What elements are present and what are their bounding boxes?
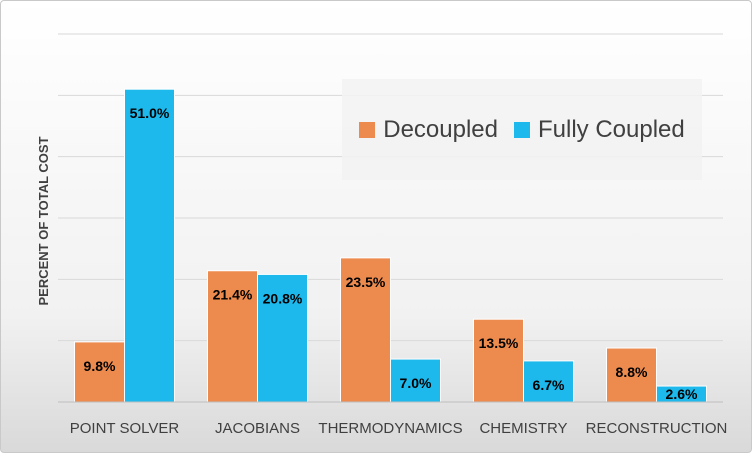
x-tick-label: CHEMISTRY — [479, 420, 567, 437]
x-tick-label: POINT SOLVER — [70, 420, 180, 437]
legend-swatch — [514, 121, 530, 138]
data-label: 2.6% — [666, 386, 698, 402]
legend-label: Fully Coupled — [538, 115, 685, 143]
x-axis: POINT SOLVER JACOBIANS THERMODYNAMICS CHEMI… — [58, 401, 728, 437]
data-label: 6.7% — [533, 377, 565, 393]
data-label: 7.0% — [400, 375, 432, 391]
y-axis-title: PERCENT OF TOTAL COST — [36, 136, 51, 305]
data-label: 8.8% — [616, 364, 648, 380]
bar-fully-coupled — [390, 358, 441, 403]
data-labels: 9.8% 51.0% 21.4% 20.8% 23.5% 7.0% 13.5% 6.7% 8.8… — [84, 105, 698, 402]
legend-item: Decoupled — [359, 116, 498, 144]
data-label: 9.8% — [84, 358, 116, 374]
bar-decoupled — [340, 257, 391, 403]
data-label: 51.0% — [130, 105, 170, 121]
legend-item: Fully Coupled — [514, 116, 685, 144]
legend: Decoupled Fully Coupled — [342, 79, 702, 180]
bar-decoupled — [473, 318, 524, 403]
bar-fully-coupled — [523, 360, 574, 403]
x-tick-label: RECONSTRUCTION — [586, 420, 728, 437]
bar-fully-coupled — [124, 88, 175, 403]
data-label: 21.4% — [213, 287, 253, 303]
x-tick-label: THERMODYNAMICS — [318, 420, 462, 437]
bars — [74, 88, 707, 403]
legend-swatch — [359, 121, 376, 138]
data-label: 13.5% — [479, 335, 519, 351]
x-tick-label: JACOBIANS — [215, 420, 300, 437]
legend-label: Decoupled — [383, 115, 498, 143]
data-label: 23.5% — [346, 274, 386, 290]
data-label: 20.8% — [263, 290, 303, 306]
bar-fully-coupled — [257, 273, 308, 403]
